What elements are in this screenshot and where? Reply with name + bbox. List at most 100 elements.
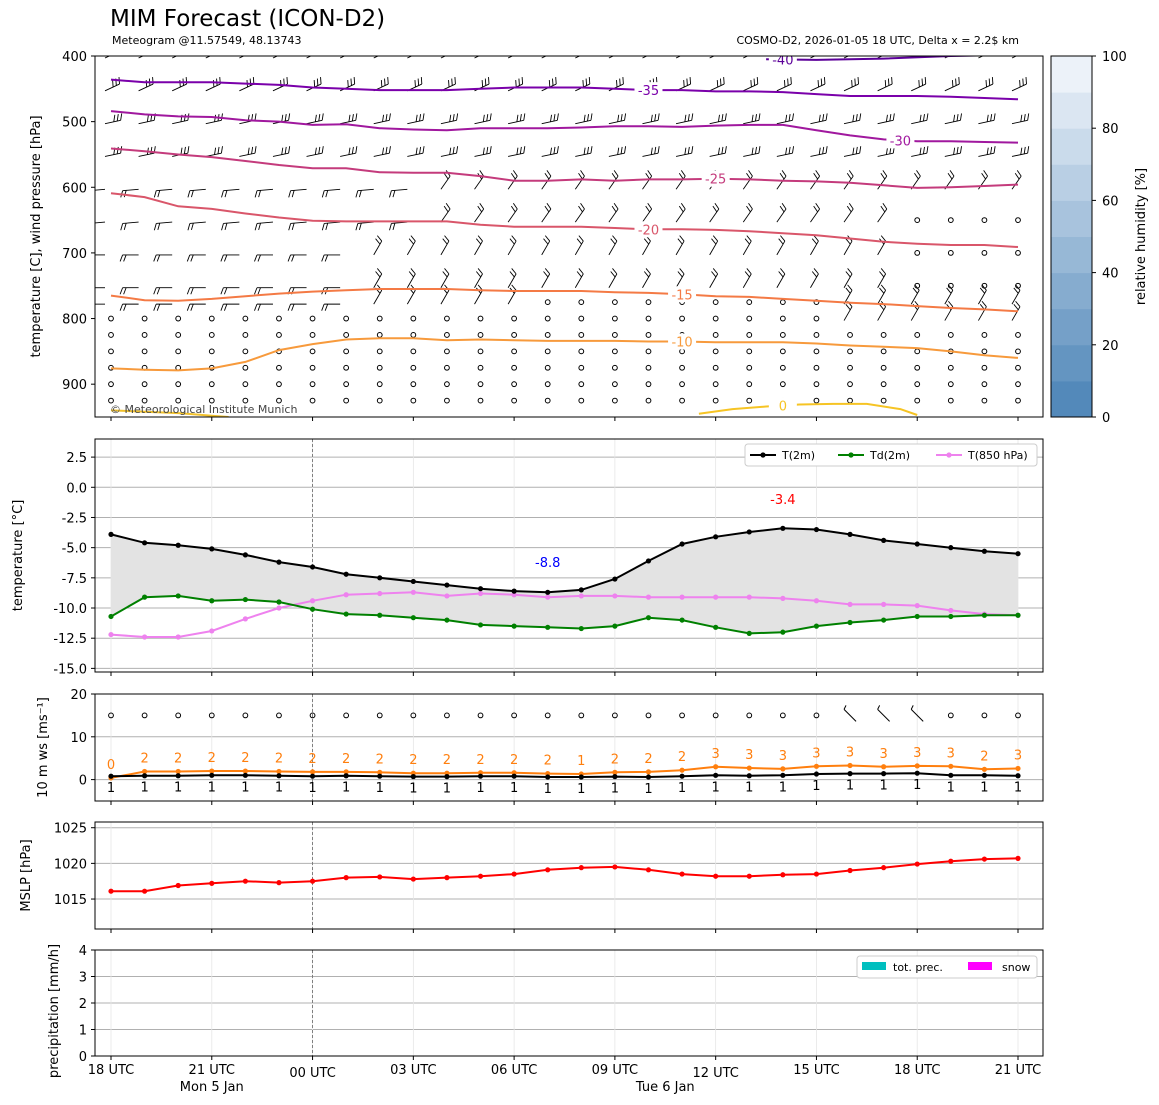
wind-barb — [810, 273, 819, 288]
wind-barb — [843, 152, 860, 157]
wind-barb-flag — [953, 114, 956, 122]
isotherm-label-bg — [886, 132, 915, 149]
wind-panel — [108, 705, 1021, 781]
wind-barb-flag — [948, 300, 954, 307]
wind-barb-flag — [818, 147, 821, 155]
wind-barb-flag — [510, 205, 516, 213]
wind-barb — [574, 175, 585, 190]
wind-barb-flag — [684, 147, 687, 155]
isotherm-label: -35 — [638, 84, 659, 99]
wind-barb-flag — [788, 46, 789, 53]
calm-wind-marker — [746, 348, 753, 355]
wind-barb-flag — [291, 254, 295, 262]
calm-wind-marker — [276, 364, 282, 371]
time-tick-label: 03 UTC — [390, 1063, 436, 1078]
wind-barb-flag — [779, 205, 785, 213]
wind-barb-flag — [358, 223, 362, 231]
precip-y-label: precipitation [mm/h] — [47, 944, 62, 1078]
colorbar-segment — [1051, 308, 1092, 346]
wind-barb-flag — [815, 170, 820, 177]
time-tick-label: 18 UTC — [894, 1063, 940, 1078]
wind-barb-flag — [443, 205, 449, 213]
wind-barb — [440, 240, 450, 256]
wind-barb-flag — [643, 238, 650, 245]
wind-barb — [1011, 119, 1028, 125]
calm-wind-marker — [141, 381, 148, 388]
wind-barb-flag — [778, 238, 784, 245]
wind-barb-flag — [443, 173, 449, 180]
wind-barb-flag — [650, 114, 653, 122]
gust-value-label: 3 — [846, 745, 854, 760]
t850-point — [881, 601, 887, 607]
calm-wind-marker — [444, 397, 450, 404]
wind-barb-flag — [454, 77, 456, 85]
wind-barb-flag — [753, 78, 756, 86]
wind-barb-flag — [287, 44, 288, 51]
wind-barb-flag — [254, 303, 258, 311]
wind-speed-value-label: 1 — [342, 781, 350, 796]
wind-barb-flag — [180, 147, 183, 155]
isotherm-line — [110, 147, 1019, 189]
wind-barb — [272, 56, 279, 59]
wind-barb-flag — [87, 223, 89, 230]
wind-barb — [239, 83, 255, 92]
calm-wind-marker — [544, 299, 551, 306]
wind-barb — [306, 119, 323, 125]
td2m-point — [276, 599, 282, 605]
precip-tick-label: 2 — [79, 997, 87, 1012]
colorbar-tick-label: 80 — [1102, 122, 1119, 137]
calm-wind-marker — [1015, 332, 1021, 338]
wind-barb — [474, 119, 491, 125]
wind-barb-flag — [1027, 113, 1030, 121]
legend-marker — [848, 452, 854, 458]
wind-barb-flag — [650, 47, 651, 54]
wind-barb-flag — [512, 202, 518, 210]
td2m-point — [813, 623, 820, 629]
wind-barb-flag — [717, 147, 720, 155]
wind-barb-flag — [711, 271, 717, 278]
axes-frame-top — [94, 55, 1044, 418]
wind-barb — [877, 56, 883, 59]
wind-barb-flag — [153, 190, 157, 198]
extreme-temperature-label: -8.8 — [535, 556, 560, 571]
wind-barb-flag — [90, 304, 92, 311]
wind-barb-flag — [247, 147, 250, 155]
wind-barb-flag — [993, 113, 996, 121]
gust-point — [377, 769, 383, 775]
wind-barb-flag — [544, 235, 551, 242]
isotherm-line — [698, 402, 918, 416]
wind-barb-flag — [847, 284, 853, 291]
upper-air-panel: -40 -35 -30 -25 -20 -15 -10 0 — [87, 44, 1043, 417]
mslp-point — [780, 872, 786, 878]
ws10-point — [813, 771, 820, 777]
wind-barb-flag — [321, 44, 322, 51]
wind-barb-flag — [851, 80, 853, 88]
td2m-point — [343, 611, 349, 617]
wind-barb — [290, 188, 307, 192]
wind-barb-flag — [578, 173, 583, 180]
calm-wind-marker — [645, 364, 652, 371]
wind-barb-flag — [479, 170, 485, 177]
axes-frames — [94, 55, 1044, 1060]
wind-barb-flag — [291, 303, 295, 311]
calm-wind-marker — [578, 397, 585, 404]
wind-barb-flag — [822, 146, 825, 154]
wind-barb — [843, 240, 853, 256]
gust-value-label: 2 — [308, 752, 316, 767]
wind-barb-flag — [417, 78, 420, 86]
wind-barb — [575, 152, 592, 157]
wind-barb — [340, 119, 356, 125]
wind-barb-flag — [983, 170, 988, 177]
gust-value-label: 2 — [174, 751, 182, 766]
wind-barb-flag — [519, 46, 520, 53]
calm-wind-marker — [947, 250, 954, 256]
wind-speed-value-label: 1 — [1014, 781, 1022, 796]
wind-barb-flag — [921, 78, 923, 86]
wind-barb-flag — [523, 146, 526, 154]
wind-barb — [810, 240, 819, 256]
wind-barb-flag — [187, 223, 191, 231]
wind-barb-flag — [156, 287, 161, 295]
wind-barb-flag — [291, 190, 295, 198]
calm-wind-marker — [242, 332, 249, 338]
gust-value-label: 3 — [913, 746, 921, 761]
